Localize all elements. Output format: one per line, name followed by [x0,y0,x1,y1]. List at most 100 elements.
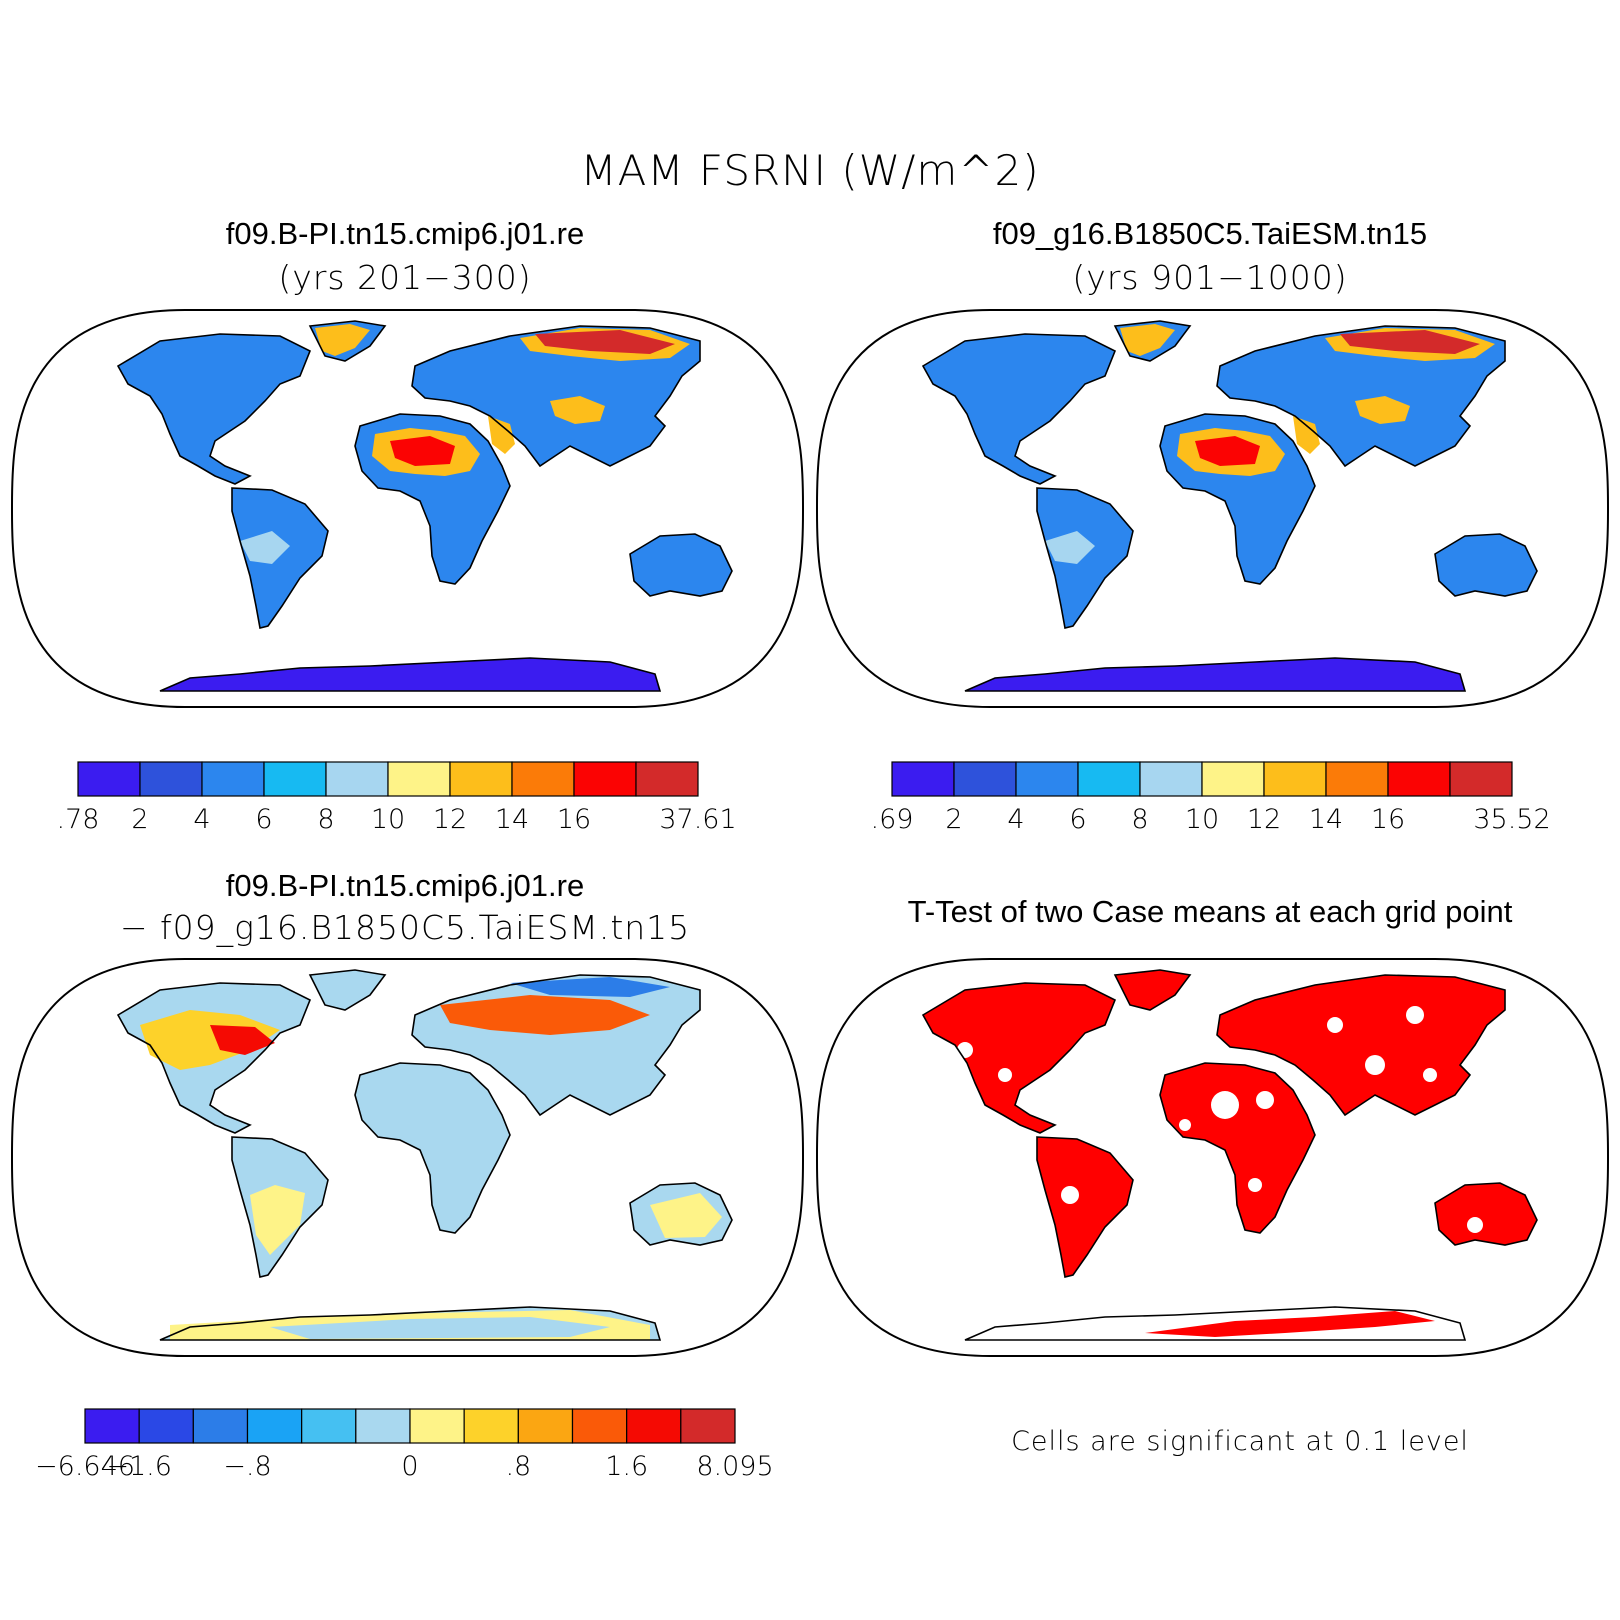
colorbar-box [449,761,513,797]
coastline-greenland [308,320,387,362]
insignificant-patch [1327,1017,1343,1033]
panel-top-left-title: f09.B-PI.tn15.cmip6.j01.re [225,216,585,251]
land-greenland [1115,970,1190,1010]
colorbar-box [953,761,1017,797]
colorbar-tick-label: 12 [433,804,467,835]
insignificant-patch [1256,1091,1274,1109]
land-eurasia [412,326,700,466]
coastline-australia [1434,533,1538,597]
colorbar-box [626,1408,682,1444]
coastline-antarctica [159,1306,662,1341]
negative-anomaly-siberia [510,977,670,997]
colorbar-tick-label: 8 [317,804,334,835]
colorbar-tick-label: 2 [945,804,962,835]
colorbar-tick-label: 8 [1131,804,1148,835]
colorbar-box [1263,761,1327,797]
coastline-greenland [1113,320,1192,362]
panel-bottom-left-title: f09.B-PI.tn15.cmip6.j01.re [225,868,585,903]
colorbar-tick-label: 16 [1371,804,1405,835]
colorbar-tick-label: −1.6 [106,1451,172,1482]
high-value-core-sahara [390,436,455,466]
colorbar-top-right: .69 2 4 6 8 10 12 14 16 35.52 [871,761,1551,835]
map-border [815,309,1610,708]
map-content [11,310,804,707]
coastline-antarctica [964,657,1467,692]
land-antarctica [965,658,1465,691]
insignificant-patch [998,1068,1012,1082]
coastline-antarctica [964,1306,1467,1341]
colorbar-box [1015,761,1079,797]
high-value-core-siberia [1340,330,1480,354]
insignificant-patch [1365,1055,1385,1075]
colorbar-box [1201,761,1265,797]
mid-value-amazon [1045,531,1095,564]
coastline-australia [1434,1182,1538,1246]
map-bottom-right [815,958,1610,1357]
positive-anomaly-northamerica [140,1010,280,1070]
land-africa [1160,1063,1315,1233]
colorbar-box [138,1408,194,1444]
land-northAmerica [923,983,1115,1133]
colorbar-box [680,1408,736,1444]
colorbar-tick-label: 12 [1247,804,1281,835]
land-africa [355,1063,510,1233]
colorbar-tick-label: 8.095 [696,1451,773,1482]
high-value-tibet [1355,396,1410,424]
land-eurasia [1217,326,1505,466]
land-northAmerica [118,334,310,484]
high-value-arabia [488,416,515,454]
colorbar-tick-label: .69 [871,804,914,835]
figure-title: MAM FSRNI (W/m^2) [580,146,1040,195]
panel-top-right-title: f09_g16.B1850C5.TaiESM.tn15 [992,216,1428,251]
insignificant-patch [1179,1119,1191,1131]
colorbar-box [635,761,699,797]
coastline-australia [629,533,733,597]
panel-bottom-left-subtitle: − f09_g16.B1850C5.TaiESM.tn15 [119,908,691,947]
map-top-right [815,309,1610,708]
land-australia [1435,1183,1537,1245]
coastline-southAmerica [231,1136,329,1278]
colorbar-box [84,1408,140,1444]
colorbar-tick-label: .8 [505,1451,531,1482]
coastline-northAmerica [921,982,1117,1134]
colorbar-box [517,1408,574,1444]
colorbar-box [192,1408,249,1444]
significant-antarctica [1145,1311,1435,1337]
panel-bottom-right-title: T-Test of two Case means at each grid po… [907,894,1513,929]
map-content [816,310,1609,707]
colorbar-box [201,761,265,797]
coastline-eurasia [1216,974,1506,1117]
colorbar-tick-label: 37.61 [659,804,736,835]
coastline-eurasia [411,974,701,1117]
colorbar-box [409,1408,465,1444]
map-content [816,959,1609,1356]
high-value-core-siberia [535,330,675,354]
high-value-core-sahara [1195,436,1260,466]
map-bottom-left [10,958,805,1357]
colorbar-box [1387,761,1451,797]
colorbar-box [891,761,955,797]
map-top-left [10,309,805,708]
negative-anomaly-antarctica [270,1317,610,1339]
colorbar-tick-label: 0 [401,1451,418,1482]
colorbar-box [355,1408,411,1444]
colorbar-bottom-left: −6.646−1.6 −.8 0 .8 1.6 8.095 [35,1408,774,1482]
colorbar-box [1325,761,1389,797]
colorbar-box [1449,761,1513,797]
coastline-northAmerica [921,333,1117,485]
colorbar-box [511,761,575,797]
colorbar-box [387,761,451,797]
coastline-africa [1159,1062,1316,1234]
colorbar-tick-label: −6.646 [35,1451,135,1482]
coastline-northAmerica [116,333,312,485]
colorbar-box [263,761,327,797]
land-australia [1435,534,1537,596]
insignificant-patch [1423,1068,1437,1082]
colorbar-box [573,761,637,797]
insignificant-patch [1406,1006,1424,1024]
colorbar-tick-label: 6 [255,804,272,835]
panel-top-left-subtitle: (yrs 201−300) [278,258,532,297]
colorbar-box [1139,761,1203,797]
panel-top-right-subtitle: (yrs 901−1000) [1072,258,1348,297]
land-greenland [310,970,385,1010]
